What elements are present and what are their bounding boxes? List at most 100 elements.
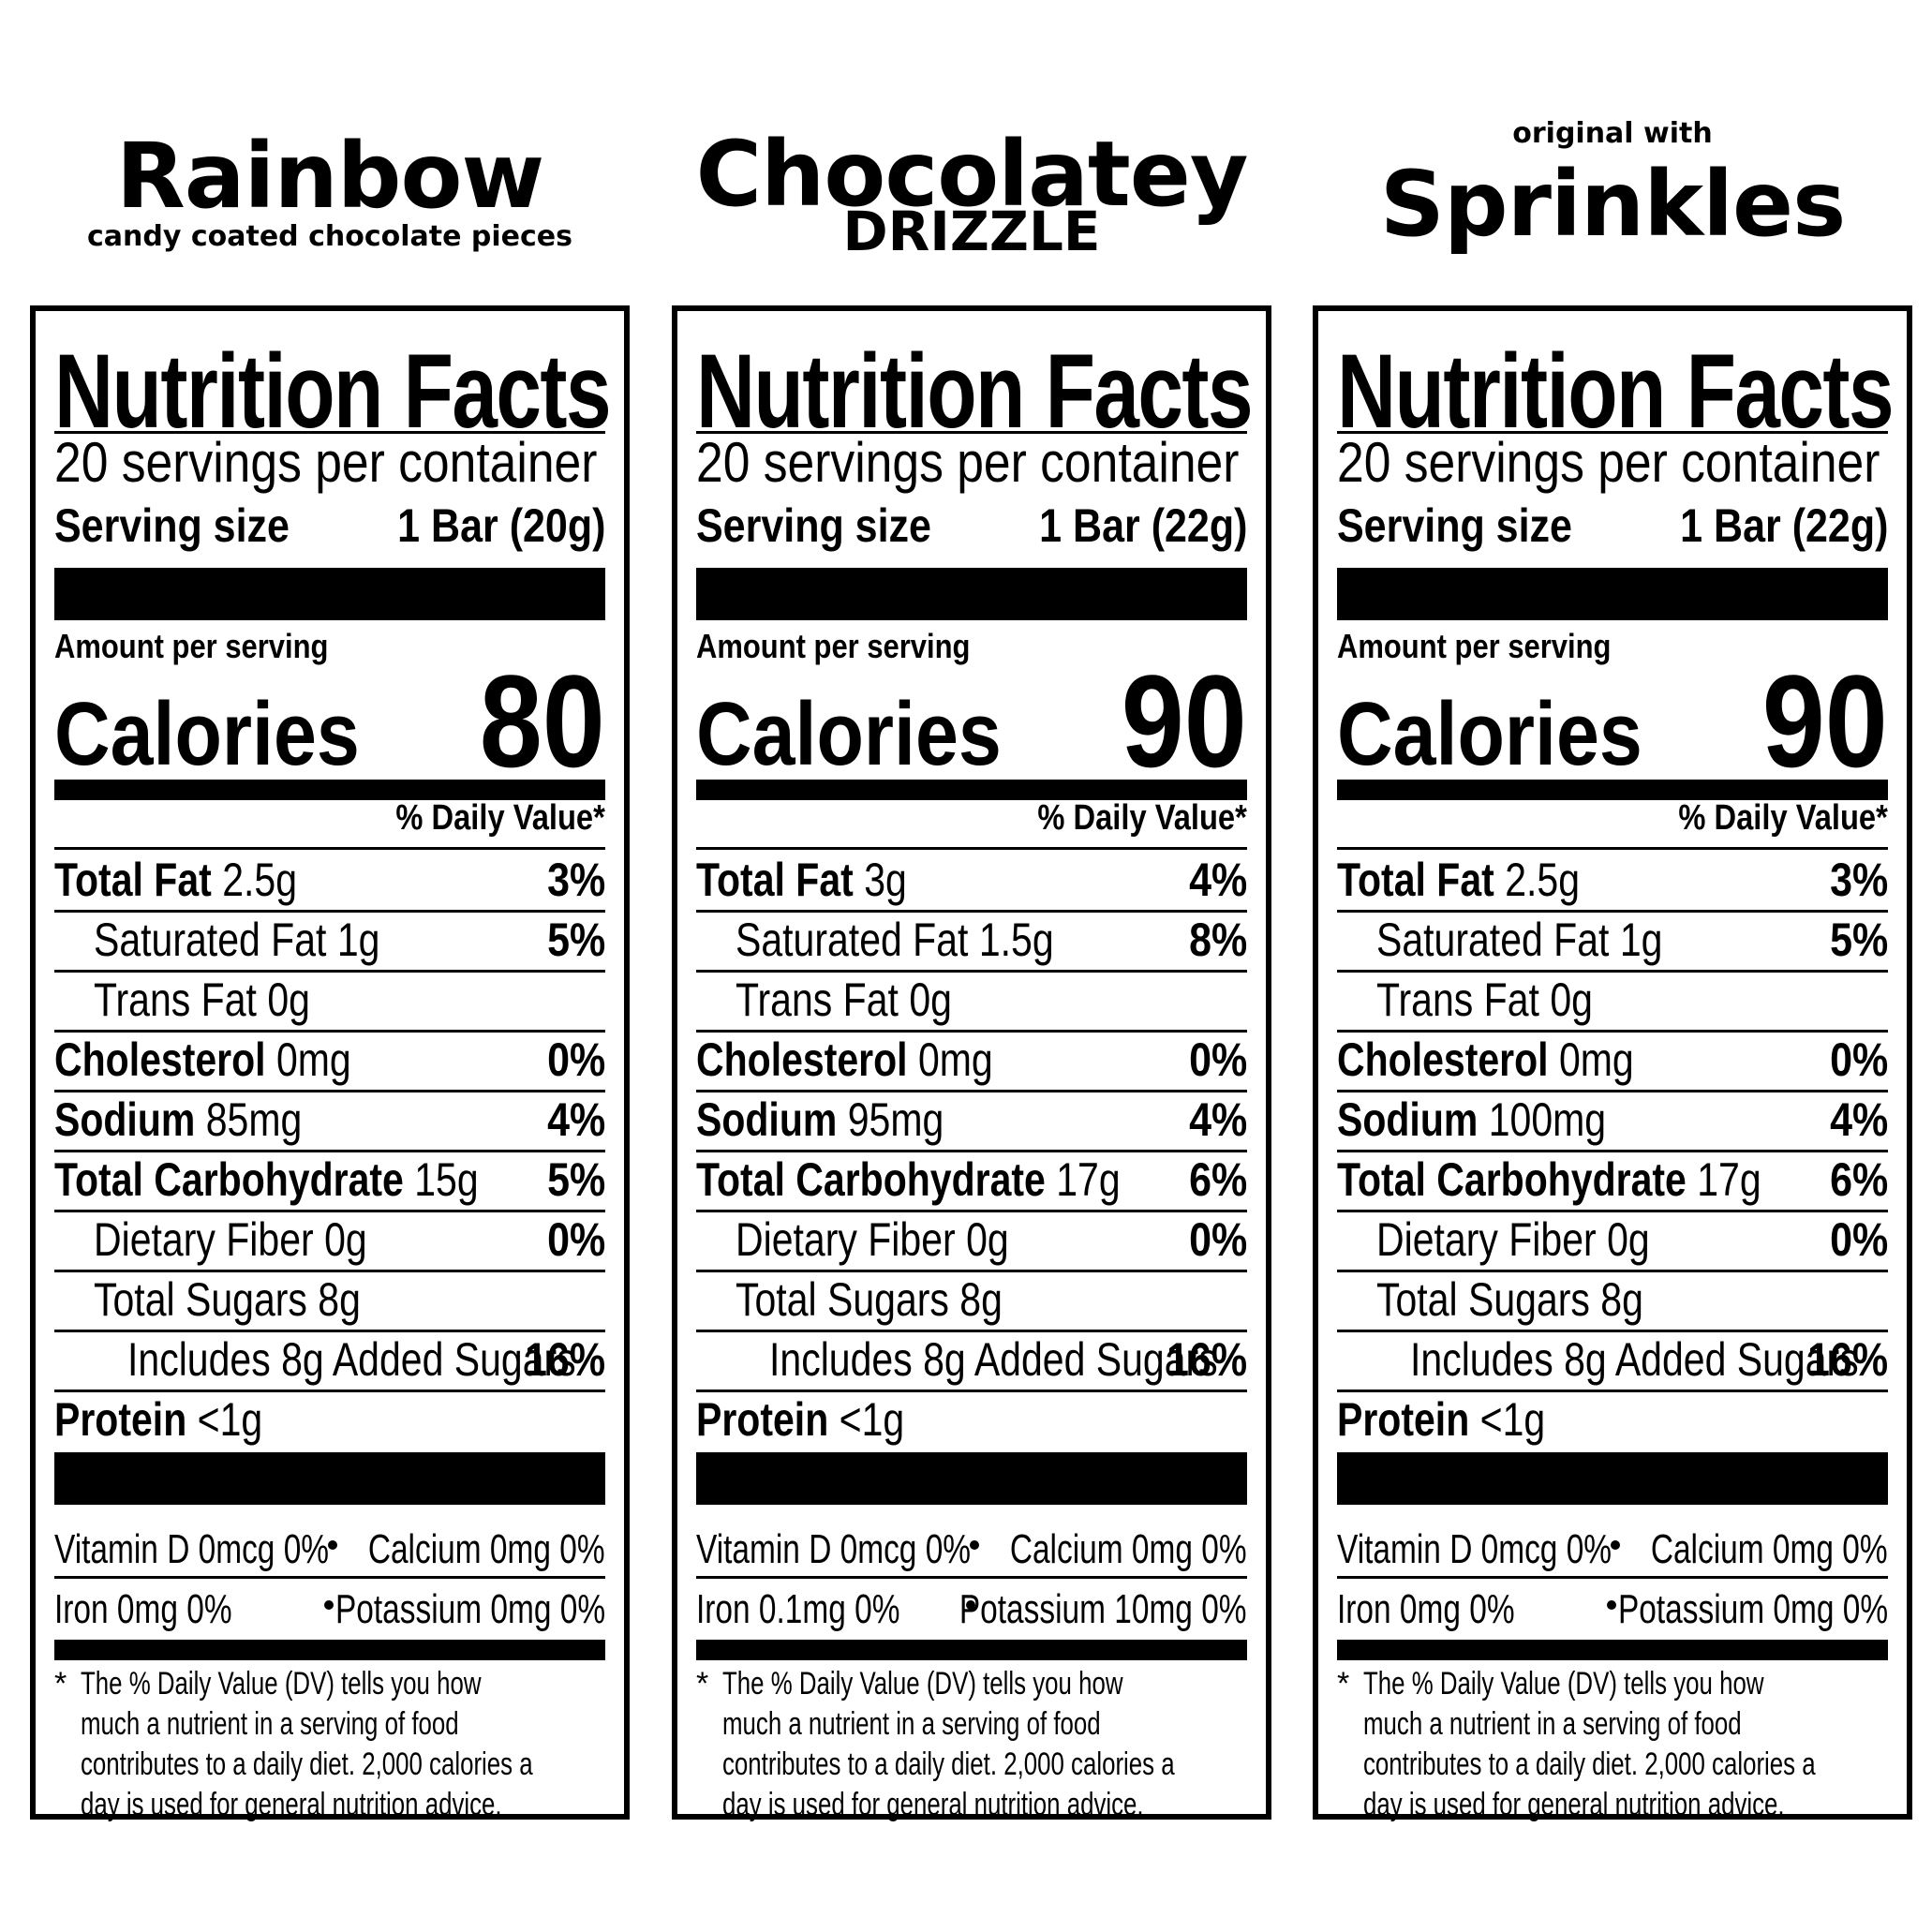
product-column-chocolatey-drizzle: Chocolatey DRIZZLE Nutrition Facts 20 ser… [672, 0, 1271, 1932]
nutrient-daily-value: 5% [1829, 914, 1888, 966]
divider [1337, 1390, 1888, 1392]
nutrient-label: Saturated Fat 1.5g [736, 916, 1054, 963]
nutrient-label: Total Carbohydrate 17g [696, 1156, 1121, 1203]
amount-per-serving: Amount per serving [54, 627, 329, 665]
vitamin-right: Potassium 0mg 0% [334, 1586, 605, 1632]
nutrient-label: Total Carbohydrate 17g [1337, 1156, 1761, 1203]
nutrient-row: Total Sugars 8g [54, 1271, 605, 1329]
nutrition-facts-panel: Nutrition Facts 20 servings per container… [1313, 305, 1912, 1822]
vitamin-right: Calcium 0mg 0% [1010, 1526, 1247, 1572]
nutrient-label: Total Fat 3g [696, 856, 907, 903]
amount-per-serving: Amount per serving [696, 627, 971, 665]
product-subtitle: original with [1512, 117, 1713, 150]
divider [696, 970, 1247, 973]
vitamin-right: Potassium 10mg 0% [959, 1586, 1247, 1632]
nutrient-name: Dietary Fiber [736, 1213, 956, 1266]
vitamin-left: Vitamin D 0mcg 0% [54, 1526, 330, 1572]
nutrient-amount: 2.5g [1505, 854, 1581, 906]
nutrient-label: Sodium 100mg [1337, 1096, 1606, 1143]
divider [54, 1390, 605, 1392]
serving-size-label: Serving size [1337, 499, 1572, 552]
medium-divider [54, 1640, 605, 1660]
divider [1337, 1330, 1888, 1332]
vitamin-left: Iron 0.1mg 0% [696, 1586, 900, 1632]
bullet-icon [970, 1540, 979, 1550]
nutrient-label: Cholesterol 0mg [54, 1036, 351, 1083]
divider [696, 1150, 1247, 1152]
divider [696, 1210, 1247, 1212]
daily-value-header: % Daily Value* [395, 798, 605, 838]
nutrient-daily-value: 3% [546, 854, 605, 906]
nutrient-label: Total Fat 2.5g [54, 856, 297, 903]
nutrient-row: Trans Fat 0g [1337, 971, 1888, 1029]
nutrient-row: Total Fat 2.5g 3% [54, 851, 605, 909]
divider [696, 431, 1247, 434]
nutrient-daily-value: 16% [1806, 1333, 1888, 1386]
bullet-icon [328, 1540, 337, 1550]
nutrient-label: Total Sugars 8g [736, 1276, 1003, 1323]
nutrient-name: Total Fat [54, 854, 212, 906]
vitamin-left: Iron 0mg 0% [54, 1586, 232, 1632]
nutrient-name: Dietary Fiber [94, 1213, 314, 1266]
product-column-rainbow: Rainbow candy coated chocolate pieces Nu… [30, 0, 630, 1932]
nutrient-row: Saturated Fat 1g 5% [1337, 911, 1888, 969]
nutrient-label: Dietary Fiber 0g [1376, 1216, 1650, 1263]
nutrition-facts-title: Nutrition Facts [1337, 333, 1895, 450]
nutrient-amount: 95mg [847, 1093, 944, 1146]
nutrient-label: Includes 8g Added Sugars [769, 1336, 1218, 1383]
medium-divider [696, 1640, 1247, 1660]
nutrient-label: Total Sugars 8g [1376, 1276, 1643, 1323]
nutrient-amount: <1g [839, 1393, 905, 1446]
nutrient-name: Trans Fat [94, 973, 257, 1026]
nutrient-name: Saturated Fat [94, 914, 327, 966]
nutrient-row: Total Fat 3g 4% [696, 851, 1247, 909]
divider [1337, 1090, 1888, 1092]
product-name: Chocolatey [695, 122, 1249, 227]
nutrient-name: Total Carbohydrate [54, 1153, 404, 1206]
serving-size-row: Serving size 1 Bar (22g) [1337, 502, 1888, 555]
nutrient-row: Saturated Fat 1g 5% [54, 911, 605, 969]
calories-label: Calories [54, 684, 360, 784]
divider [696, 1576, 1247, 1579]
nutrient-name: Includes 8g Added Sugars [1410, 1333, 1859, 1386]
divider [696, 1270, 1247, 1272]
thick-divider [54, 1452, 605, 1505]
divider [54, 1090, 605, 1092]
nutrient-name: Cholesterol [54, 1033, 266, 1086]
serving-size-value: 1 Bar (22g) [1038, 499, 1247, 552]
nutrient-row: Sodium 95mg 4% [696, 1091, 1247, 1149]
divider [54, 1330, 605, 1332]
nutrient-row: Includes 8g Added Sugars 16% [1337, 1330, 1888, 1389]
divider [54, 431, 605, 434]
nutrient-amount: 3g [864, 854, 907, 906]
serving-size-label: Serving size [54, 499, 290, 552]
divider [1337, 970, 1888, 973]
nutrient-amount: 0mg [917, 1033, 993, 1086]
nutrient-name: Cholesterol [1337, 1033, 1549, 1086]
divider [1337, 1210, 1888, 1212]
footnote-asterisk: * [696, 1666, 709, 1702]
nutrient-row: Dietary Fiber 0g 0% [54, 1211, 605, 1269]
nutrient-amount: 0g [267, 973, 310, 1026]
divider [1337, 1270, 1888, 1272]
nutrient-row: Protein <1g [696, 1390, 1247, 1449]
thick-divider [696, 568, 1247, 620]
nutrient-name: Total Sugars [736, 1273, 949, 1326]
nutrient-amount: 17g [1056, 1153, 1121, 1206]
vitamin-right: Calcium 0mg 0% [1651, 1526, 1888, 1572]
product-subtitle: candy coated chocolate pieces [87, 220, 572, 253]
servings-per-container: 20 servings per container [696, 431, 1240, 494]
product-name: Sprinkles [1379, 152, 1846, 257]
nutrient-amount: 15g [414, 1153, 479, 1206]
daily-value-header: % Daily Value* [1678, 798, 1888, 838]
serving-size-value: 1 Bar (22g) [1679, 499, 1888, 552]
calories-row: Calories 90 [1337, 656, 1888, 787]
thick-divider [1337, 1452, 1888, 1505]
nutrient-label: Protein <1g [696, 1396, 904, 1443]
nutrient-name: Trans Fat [736, 973, 899, 1026]
nutrient-amount: 0g [966, 1213, 1009, 1266]
nutrient-daily-value: 4% [1188, 1093, 1247, 1146]
divider [1337, 847, 1888, 850]
nutrient-amount: 0g [1607, 1213, 1650, 1266]
nutrient-label: Sodium 85mg [54, 1096, 302, 1143]
